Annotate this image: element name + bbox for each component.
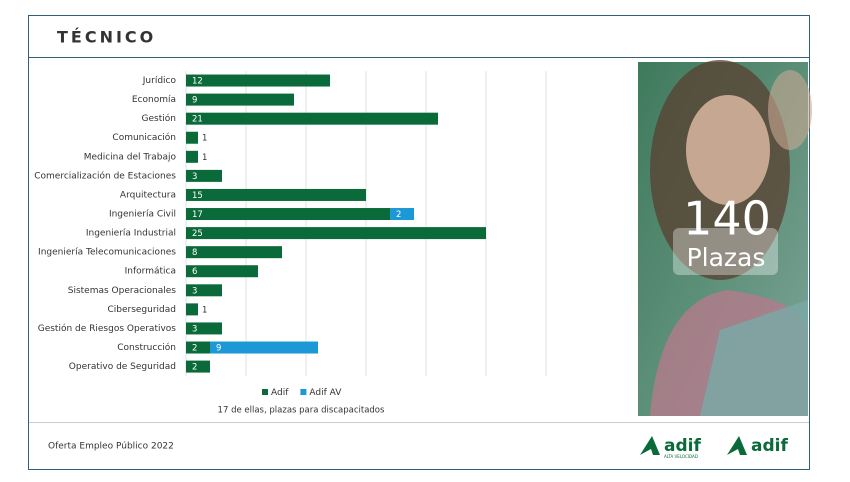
value-label: 8 <box>192 248 197 258</box>
bar <box>186 74 330 87</box>
y-tick-label: Gestión <box>142 113 176 124</box>
bar <box>390 208 414 221</box>
bar <box>186 131 198 144</box>
title: TÉCNICO <box>57 28 156 47</box>
legend-swatch <box>262 389 268 395</box>
value-label: 2 <box>192 344 197 354</box>
legend-label: Adif <box>271 388 289 398</box>
bar <box>186 112 438 125</box>
y-tick-label: Ingeniería Telecomunicaciones <box>38 248 176 258</box>
bar <box>186 322 222 335</box>
value-label: 1 <box>202 134 207 144</box>
legend-swatch <box>300 389 307 395</box>
value-label: 3 <box>192 172 197 182</box>
footer-text: Oferta Empleo Público 2022 <box>48 442 174 452</box>
y-tick-label: Medicina del Trabajo <box>84 152 177 162</box>
value-label: 2 <box>192 363 197 373</box>
bar <box>186 227 486 240</box>
value-label: 3 <box>192 324 197 334</box>
legend-label: Adif AV <box>309 388 342 398</box>
bar <box>186 93 294 106</box>
y-tick-label: Operativo de Seguridad <box>69 362 176 372</box>
value-label: 2 <box>396 210 401 220</box>
bar <box>186 265 258 278</box>
value-label: 9 <box>192 96 197 106</box>
bar <box>186 208 390 221</box>
value-label: 9 <box>216 344 221 354</box>
y-tick-label: Economía <box>132 95 176 105</box>
bar <box>186 360 210 373</box>
y-tick-label: Ingeniería Industrial <box>86 229 176 239</box>
bar <box>186 246 282 259</box>
value-label: 6 <box>192 267 197 277</box>
logo-subtitle: ALTA VELOCIDAD <box>664 454 698 459</box>
note: 17 de ellas, plazas para discapacitados <box>218 406 385 416</box>
bar <box>186 169 222 182</box>
y-tick-label: Comunicación <box>112 132 176 143</box>
logo <box>640 436 660 455</box>
y-tick-label: Ingeniería Civil <box>109 210 176 220</box>
y-tick-label: Construcción <box>117 342 176 353</box>
value-label: 17 <box>192 210 203 220</box>
value-label: 12 <box>192 77 203 87</box>
bar <box>186 303 198 316</box>
value-label: 1 <box>202 305 207 315</box>
value-label: 25 <box>192 229 203 239</box>
logo <box>727 436 747 455</box>
bar <box>186 188 366 201</box>
bar <box>186 284 222 297</box>
logo-text: adif <box>751 436 788 456</box>
y-tick-label: Sistemas Operacionales <box>68 286 177 296</box>
y-tick-label: Gestión de Riesgos Operativos <box>38 323 177 334</box>
bar <box>210 341 318 354</box>
total-label: Plazas <box>687 243 766 272</box>
y-tick-label: Informática <box>125 267 176 277</box>
total: 140 <box>683 192 771 246</box>
bar <box>186 341 210 354</box>
y-tick-label: Comercialización de Estaciones <box>34 170 176 181</box>
value-label: 15 <box>192 191 203 201</box>
y-tick-label: Ciberseguridad <box>107 305 176 315</box>
y-tick-label: Jurídico <box>142 76 177 86</box>
photo <box>638 60 812 416</box>
value-label: 21 <box>192 115 203 125</box>
bar <box>186 150 198 163</box>
logo-text: adif <box>664 436 701 456</box>
y-tick-label: Arquitectura <box>120 190 176 200</box>
value-label: 1 <box>202 153 207 163</box>
value-label: 3 <box>192 286 197 296</box>
